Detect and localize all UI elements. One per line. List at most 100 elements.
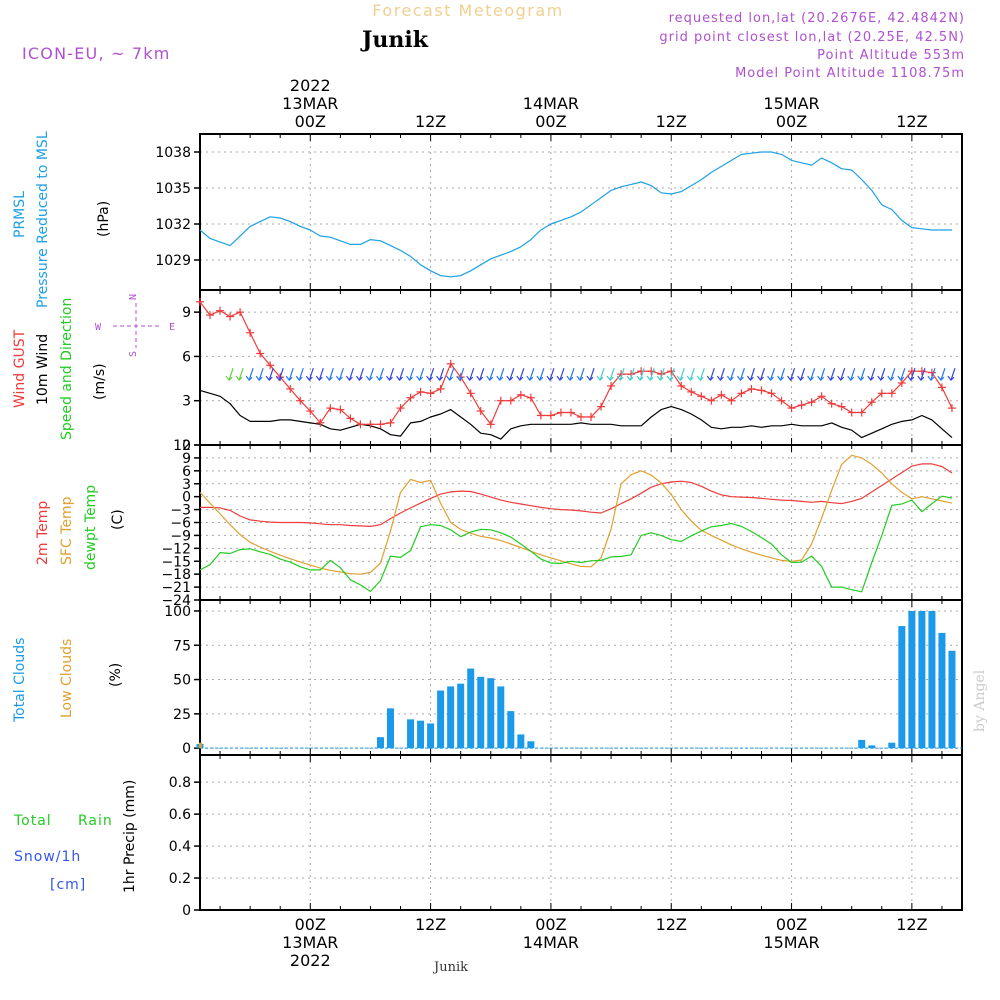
wind-direction-arrow (746, 367, 756, 382)
arrow-head (767, 375, 774, 382)
model-label: ICON-EU, ~ 7km (22, 44, 171, 63)
wind-direction-arrow (345, 367, 354, 382)
arrow-shaft (609, 367, 615, 381)
total-cloud-bar (447, 686, 455, 749)
wind-gust-marker (286, 384, 295, 393)
wind-gust-marker (597, 402, 606, 411)
wind-direction-arrow (386, 367, 395, 382)
arrow-shaft (499, 367, 505, 381)
wind-direction-arrow (365, 367, 375, 382)
ytick-label: 0.2 (169, 871, 191, 887)
arrow-head (566, 375, 574, 382)
arrow-shaft (719, 367, 725, 381)
arrow-shaft (529, 367, 535, 381)
arrow-head (676, 375, 684, 382)
wind-gust-marker (787, 404, 796, 413)
wind-direction-arrow (526, 367, 535, 382)
time-label: 2022 (290, 951, 331, 970)
wind-direction-arrow (335, 367, 344, 382)
arrow-head (867, 375, 875, 382)
wind-gust-marker (206, 311, 215, 320)
arrow-shaft (880, 367, 886, 381)
footer-location: Junik (432, 960, 468, 975)
ytick-label: −24 (161, 593, 191, 609)
temp-unit: (C) (110, 509, 126, 530)
time-label: 13MAR (282, 933, 338, 952)
arrow-head (325, 375, 333, 382)
wind-direction-arrow (245, 367, 254, 382)
arrow-shaft (860, 367, 866, 381)
arrow-shaft (589, 367, 595, 381)
time-label: 15MAR (763, 933, 819, 952)
arrow-shaft (519, 367, 525, 381)
wind-direction-arrow (275, 367, 284, 382)
total-cloud-bar (457, 683, 465, 749)
arrow-shaft (469, 367, 475, 381)
wind-gust-marker (236, 308, 245, 317)
wind-direction-arrow (857, 367, 866, 382)
arrow-head (496, 375, 504, 382)
ytick-label: 6 (182, 464, 191, 480)
model-point-altitude: Model Point Altitude 1108.75m (735, 66, 965, 81)
wind-direction-arrow (456, 367, 465, 382)
wind-gust-marker (346, 414, 355, 423)
arrow-head (245, 375, 253, 382)
time-label: 14MAR (523, 933, 579, 952)
wind-direction-arrow (546, 367, 555, 382)
arrow-shaft (489, 367, 495, 381)
wind-10m-line (199, 389, 953, 440)
total-cloud-bar (427, 723, 435, 749)
ytick-label: −21 (161, 580, 191, 596)
arrow-head (546, 375, 554, 382)
ytick-label: 0 (182, 741, 191, 757)
arrow-shaft (509, 367, 515, 381)
temp-2m-line (200, 463, 953, 528)
arrow-shaft (318, 367, 324, 381)
arrow-head (716, 375, 724, 382)
wind-direction-arrow (496, 367, 505, 382)
wind-gust-marker (226, 312, 235, 321)
arrow-head (345, 375, 353, 382)
arrow-shaft (429, 367, 435, 381)
arrow-head (736, 375, 744, 382)
arrow-shaft (398, 367, 405, 381)
arrow-head (436, 375, 444, 382)
ytick-label: 50 (173, 673, 191, 689)
total-cloud-bar (487, 678, 495, 749)
wind-gust-marker (727, 396, 736, 405)
arrow-shaft (539, 367, 545, 381)
ytick-label: 1035 (155, 181, 191, 197)
wind-direction-arrow (285, 367, 294, 382)
wind-direction-arrow (676, 367, 685, 382)
total-cloud-bar (376, 737, 384, 749)
time-label: 00Z (535, 112, 566, 131)
wind-direction-arrow (406, 367, 415, 382)
time-label: 12Z (896, 112, 927, 131)
ytick-label: 1038 (155, 145, 191, 161)
arrow-head (275, 375, 283, 382)
panel-border (199, 599, 963, 756)
pressure-unit: (hPa) (96, 201, 112, 237)
ytick-label: 100 (164, 604, 191, 620)
arrow-shaft (810, 367, 816, 381)
wind-gust-marker (757, 386, 766, 395)
panel-1-frame: 0 3 6 9 (182, 289, 963, 454)
wind-gust-marker (536, 411, 545, 420)
wind-direction-arrow (626, 367, 635, 382)
ytick-label: 0.8 (169, 775, 191, 791)
arrow-shaft (820, 367, 826, 381)
total-cloud-bar (467, 668, 475, 749)
clouds-total-label: Total Clouds (12, 638, 28, 723)
arrow-head (626, 375, 634, 382)
wind-direction-arrow (325, 367, 334, 382)
wind-gust-marker (306, 407, 315, 416)
arrow-head (506, 375, 514, 382)
time-label: 12Z (415, 915, 446, 934)
wind-direction-arrow (265, 367, 274, 382)
temp-sfc-label: SFC Temp (59, 496, 75, 565)
arrow-head (255, 375, 263, 382)
time-label: 13MAR (282, 94, 338, 113)
wind-direction-arrow (837, 367, 846, 382)
arrow-shaft (258, 367, 264, 381)
